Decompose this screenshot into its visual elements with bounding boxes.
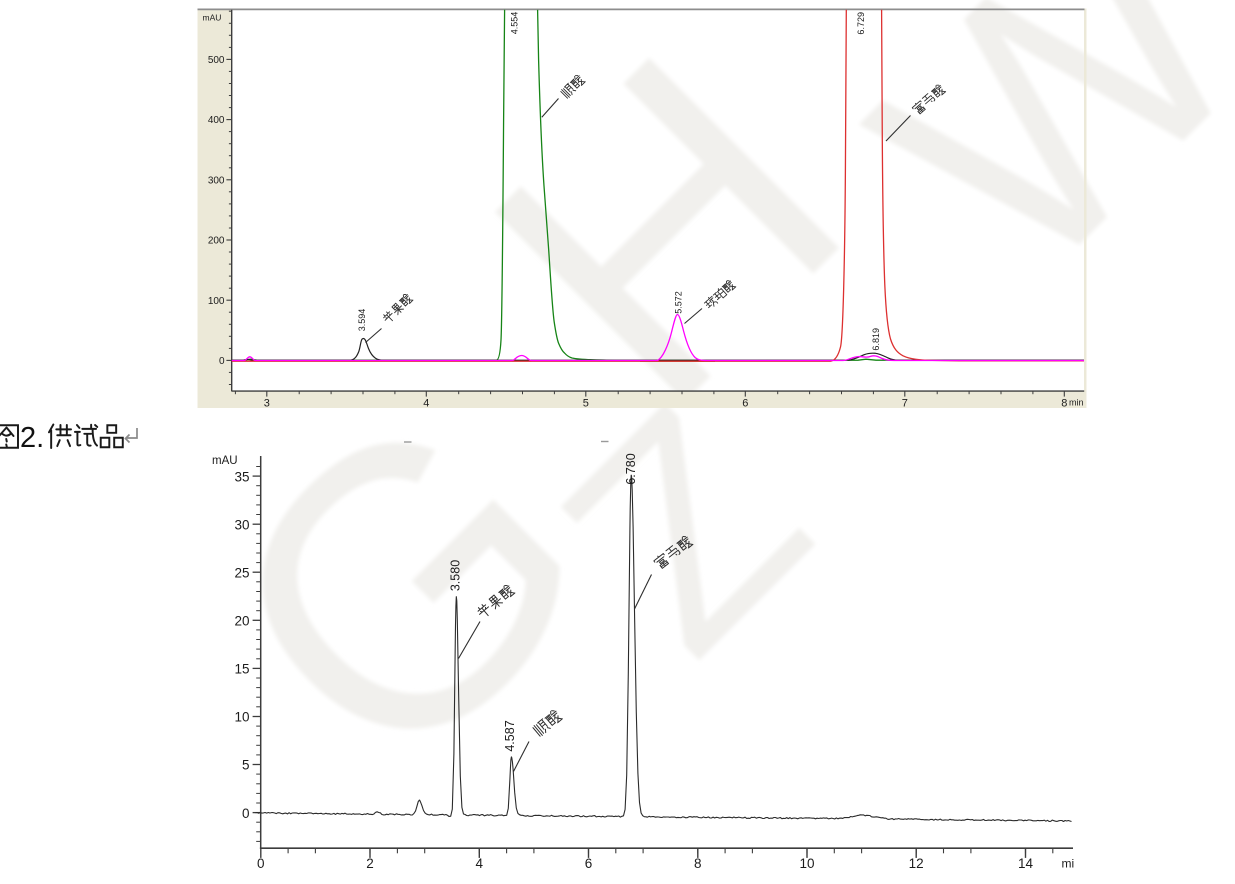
svg-text:min: min xyxy=(1069,398,1084,408)
svg-text:300: 300 xyxy=(208,175,225,186)
svg-text:10: 10 xyxy=(234,710,249,725)
svg-text:4: 4 xyxy=(476,856,484,871)
svg-text:2.: 2. xyxy=(20,422,44,454)
svg-text:mAU: mAU xyxy=(212,455,238,467)
svg-text:3: 3 xyxy=(264,398,270,410)
svg-text:8: 8 xyxy=(1061,398,1067,410)
svg-text:500: 500 xyxy=(208,55,225,66)
svg-text:0: 0 xyxy=(219,356,225,367)
svg-text:3.580: 3.580 xyxy=(448,560,462,591)
svg-text:5: 5 xyxy=(583,398,589,410)
svg-text:8: 8 xyxy=(694,856,702,871)
svg-text:15: 15 xyxy=(234,662,249,677)
svg-text:6.780: 6.780 xyxy=(624,453,638,484)
svg-text:30: 30 xyxy=(234,517,249,532)
svg-text:4.554: 4.554 xyxy=(510,12,520,35)
svg-text:12: 12 xyxy=(909,856,924,871)
svg-text:3.594: 3.594 xyxy=(357,309,367,332)
svg-text:400: 400 xyxy=(208,115,225,126)
svg-text:14: 14 xyxy=(1018,856,1034,871)
svg-text:0: 0 xyxy=(242,806,250,821)
svg-text:100: 100 xyxy=(208,296,225,307)
svg-text:mi: mi xyxy=(1062,857,1075,871)
svg-text:7: 7 xyxy=(902,398,908,410)
svg-text:20: 20 xyxy=(234,614,249,629)
svg-text:6.819: 6.819 xyxy=(871,328,881,351)
svg-text:5.572: 5.572 xyxy=(673,291,683,314)
svg-text:mAU: mAU xyxy=(203,13,222,23)
svg-text:5: 5 xyxy=(242,758,250,773)
svg-text:6: 6 xyxy=(585,856,593,871)
svg-text:0: 0 xyxy=(257,856,265,871)
svg-text:35: 35 xyxy=(234,469,249,484)
svg-text:25: 25 xyxy=(234,566,249,581)
svg-text:6.729: 6.729 xyxy=(856,12,866,35)
svg-text:4.587: 4.587 xyxy=(503,720,517,751)
svg-text:200: 200 xyxy=(208,236,225,247)
svg-text:6: 6 xyxy=(742,398,748,410)
svg-text:10: 10 xyxy=(799,856,814,871)
svg-text:2: 2 xyxy=(366,856,374,871)
svg-text:4: 4 xyxy=(423,398,429,410)
